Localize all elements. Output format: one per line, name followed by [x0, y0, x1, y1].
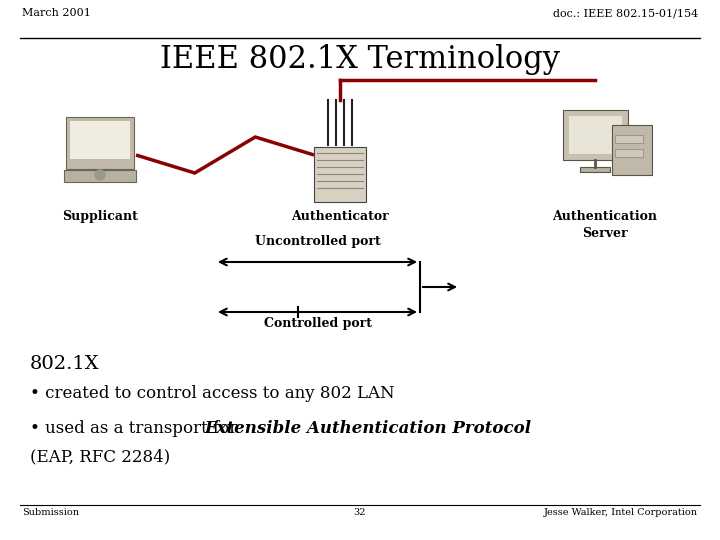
Text: • used as a transport for: • used as a transport for — [30, 420, 243, 437]
Text: Controlled port: Controlled port — [264, 317, 372, 330]
Text: 802.1X: 802.1X — [30, 355, 99, 373]
Text: Authenticator: Authenticator — [291, 210, 389, 223]
Text: Authentication
Server: Authentication Server — [552, 210, 657, 240]
Text: Submission: Submission — [22, 508, 79, 517]
Bar — [64, 170, 136, 182]
Bar — [569, 116, 621, 154]
Text: 32: 32 — [354, 508, 366, 517]
Bar — [615, 135, 643, 143]
Bar — [562, 110, 628, 160]
Text: Extensible Authentication Protocol: Extensible Authentication Protocol — [204, 420, 532, 437]
Text: doc.: IEEE 802.15-01/154: doc.: IEEE 802.15-01/154 — [553, 8, 698, 18]
Text: (EAP, RFC 2284): (EAP, RFC 2284) — [30, 448, 170, 465]
Bar — [580, 167, 610, 172]
Bar — [66, 117, 134, 169]
Text: Jesse Walker, Intel Corporation: Jesse Walker, Intel Corporation — [544, 508, 698, 517]
Bar — [70, 121, 130, 159]
Bar — [615, 149, 643, 157]
Text: IEEE 802.1X Terminology: IEEE 802.1X Terminology — [160, 44, 560, 75]
Text: March 2001: March 2001 — [22, 8, 91, 18]
Text: Uncontrolled port: Uncontrolled port — [255, 235, 380, 248]
Text: Supplicant: Supplicant — [62, 210, 138, 223]
Circle shape — [95, 170, 105, 180]
Text: • created to control access to any 802 LAN: • created to control access to any 802 L… — [30, 385, 395, 402]
Bar — [612, 125, 652, 175]
Bar — [314, 147, 366, 202]
